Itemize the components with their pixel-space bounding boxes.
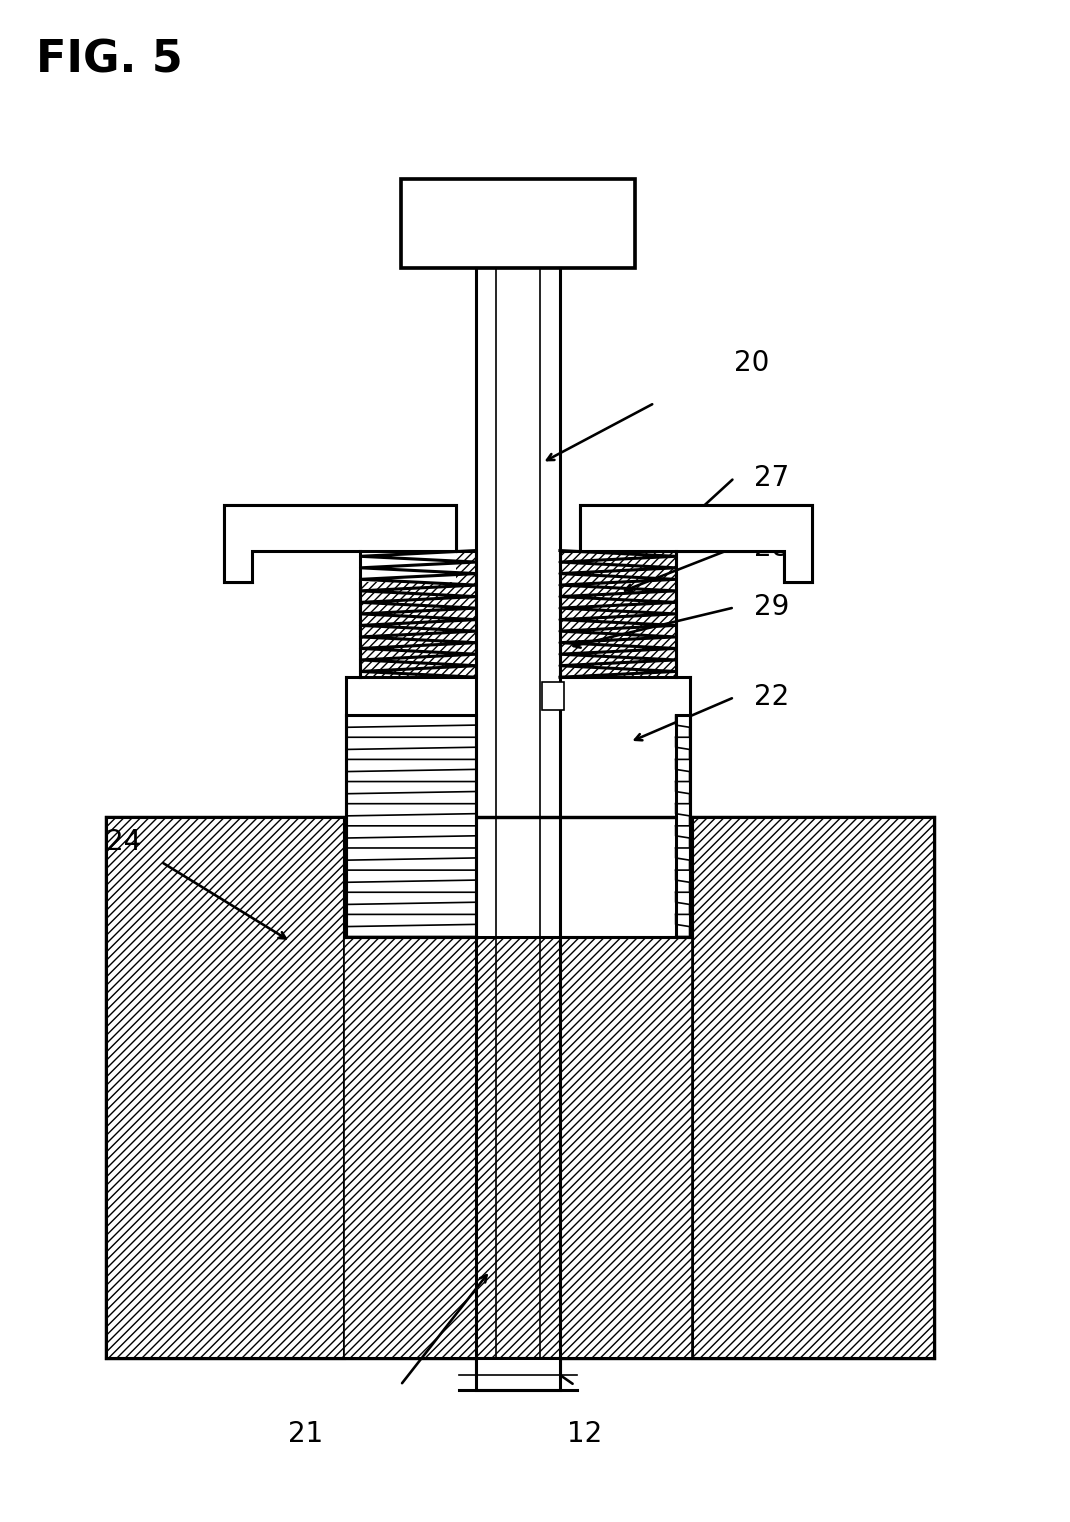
Text: 27: 27 [754,464,790,492]
Polygon shape [224,505,456,583]
Polygon shape [580,505,812,583]
Polygon shape [560,551,675,677]
Bar [106,817,934,1359]
Text: 21: 21 [288,1420,323,1449]
Bar [347,715,476,936]
Bar [675,715,689,936]
Text: 12: 12 [567,1420,602,1449]
Text: 28: 28 [754,534,790,562]
Bar [401,178,636,268]
Polygon shape [224,505,456,583]
Polygon shape [361,551,476,677]
Bar [251,551,456,583]
Text: 20: 20 [734,349,769,377]
Bar [542,682,564,711]
Text: 24: 24 [106,828,141,855]
Polygon shape [580,505,812,583]
Text: FIG. 5: FIG. 5 [36,40,183,82]
Text: 22: 22 [754,683,790,711]
Polygon shape [345,936,691,1359]
Bar [476,1359,561,1391]
Polygon shape [106,817,345,1359]
Polygon shape [691,817,934,1359]
Text: 29: 29 [754,594,790,621]
